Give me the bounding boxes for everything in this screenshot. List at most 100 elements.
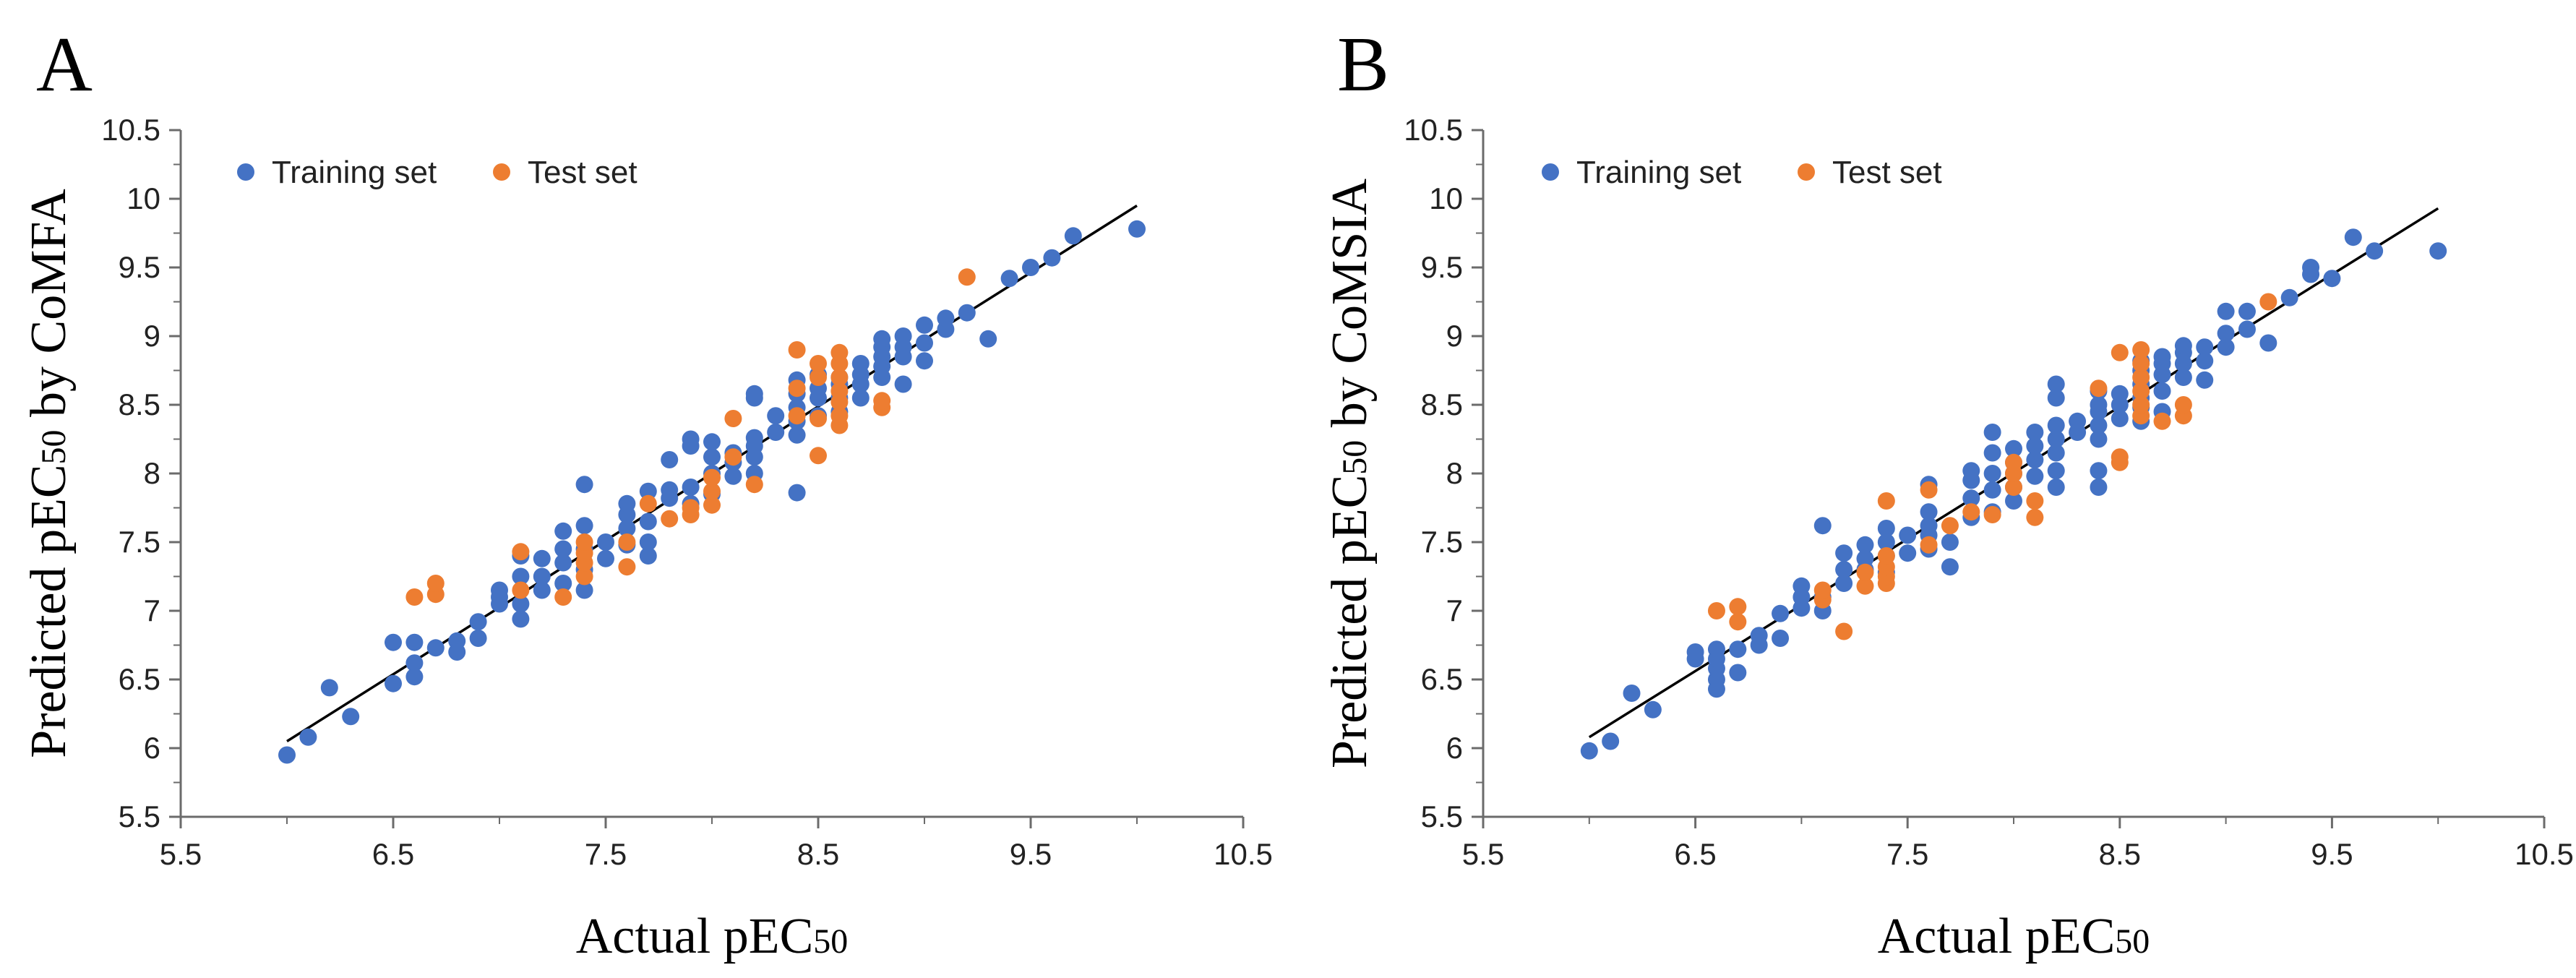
- test-point: [512, 543, 530, 561]
- training-point: [1983, 424, 2001, 441]
- training-point: [1793, 577, 1811, 595]
- test-point: [830, 343, 849, 361]
- training-point: [2005, 439, 2022, 458]
- training-point: [405, 633, 424, 651]
- test-point: [724, 448, 742, 466]
- x-tick-label: 7.5: [585, 837, 627, 871]
- test-point: [810, 447, 827, 465]
- training-point: [2047, 375, 2065, 393]
- test-point: [2090, 379, 2108, 398]
- training-point: [1856, 549, 1874, 567]
- training-point: [937, 309, 955, 327]
- y-axis-title-method: by CoMFA: [21, 189, 77, 430]
- test-point: [1813, 581, 1832, 599]
- test-point: [830, 382, 849, 400]
- x-axis-title: Actual pEC50: [1878, 909, 2150, 964]
- training-point: [682, 430, 700, 448]
- y-axis-title-subscript: 50: [1336, 440, 1374, 475]
- test-point: [810, 369, 827, 386]
- training-point: [682, 479, 700, 496]
- training-point: [554, 554, 572, 572]
- training-point: [1602, 732, 1620, 750]
- training-point: [2026, 424, 2044, 441]
- test-point: [2111, 343, 2129, 361]
- y-tick-label: 7.5: [1421, 525, 1463, 559]
- training-point: [1000, 270, 1018, 288]
- y-axis-title: Predicted pEC50 by CoMSIA: [1322, 179, 1378, 768]
- y-axis-title: Predicted pEC50 by CoMFA: [21, 189, 77, 758]
- test-point: [1707, 602, 1725, 619]
- training-point: [1064, 227, 1082, 245]
- test-point: [575, 567, 593, 585]
- x-tick-label: 6.5: [1674, 837, 1716, 871]
- training-point: [1962, 489, 1980, 507]
- training-point: [703, 448, 721, 466]
- training-point: [405, 654, 424, 672]
- test-series: [1707, 293, 2277, 640]
- y-tick-label: 10.5: [1404, 113, 1463, 147]
- test-point: [703, 496, 721, 514]
- training-point: [639, 533, 657, 551]
- y-tick-label: 10.5: [101, 113, 160, 147]
- training-point: [1962, 462, 1980, 480]
- x-tick-label: 5.5: [1462, 837, 1504, 871]
- test-point: [1920, 481, 1938, 499]
- test-point: [2132, 341, 2150, 359]
- training-point: [2344, 228, 2362, 246]
- training-point: [2429, 242, 2447, 260]
- training-point: [469, 630, 487, 647]
- training-point: [2090, 430, 2108, 448]
- y-tick-label: 5.5: [1421, 799, 1463, 833]
- training-point: [639, 482, 657, 500]
- training-point: [2090, 416, 2108, 434]
- training-point: [2111, 410, 2129, 427]
- training-point: [512, 595, 530, 613]
- training-point: [916, 352, 933, 370]
- test-point: [554, 588, 572, 606]
- legend-marker-test: [1798, 163, 1815, 181]
- training-point: [916, 316, 933, 334]
- training-point: [1899, 526, 1917, 544]
- training-point: [1022, 259, 1039, 276]
- training-point: [1772, 630, 1790, 647]
- training-point: [1877, 533, 1895, 551]
- training-point: [873, 330, 891, 348]
- training-point: [2047, 462, 2065, 480]
- test-point: [745, 476, 763, 494]
- training-point: [958, 304, 976, 322]
- training-point: [512, 610, 530, 628]
- training-point: [2217, 338, 2235, 356]
- training-point: [2026, 467, 2044, 485]
- test-point: [1941, 517, 1959, 535]
- training-point: [979, 330, 997, 348]
- test-point: [2026, 492, 2044, 510]
- training-point: [575, 517, 593, 535]
- test-point: [830, 407, 849, 425]
- training-point: [405, 668, 424, 686]
- test-point: [703, 468, 721, 486]
- test-point: [2026, 508, 2044, 526]
- training-point: [788, 484, 806, 502]
- training-point: [554, 522, 572, 540]
- training-point: [2090, 479, 2108, 496]
- test-point: [2111, 448, 2129, 466]
- test-point: [512, 581, 530, 599]
- x-tick-label: 7.5: [1886, 837, 1928, 871]
- panel-a-comfa: A 5.5 6.5 7.5 8.5 9.5 10.5 5.5 6 6.5 7 7.5 8 8.5 9 9.5 1…: [21, 22, 1273, 964]
- training-point: [724, 467, 742, 485]
- training-point: [2047, 416, 2065, 434]
- test-point: [788, 407, 806, 425]
- training-point: [2047, 389, 2065, 407]
- training-point: [2217, 325, 2235, 343]
- training-point: [1750, 627, 1768, 645]
- training-point: [385, 633, 402, 651]
- test-point: [682, 499, 700, 517]
- test-point: [661, 510, 679, 528]
- training-point: [2196, 371, 2214, 389]
- legend-marker-test: [493, 163, 510, 181]
- test-point: [1729, 613, 1747, 631]
- training-point: [2153, 382, 2171, 400]
- training-point: [2047, 430, 2065, 448]
- panel-letter: B: [1337, 22, 1389, 108]
- legend: Training set Test set: [1542, 155, 1942, 190]
